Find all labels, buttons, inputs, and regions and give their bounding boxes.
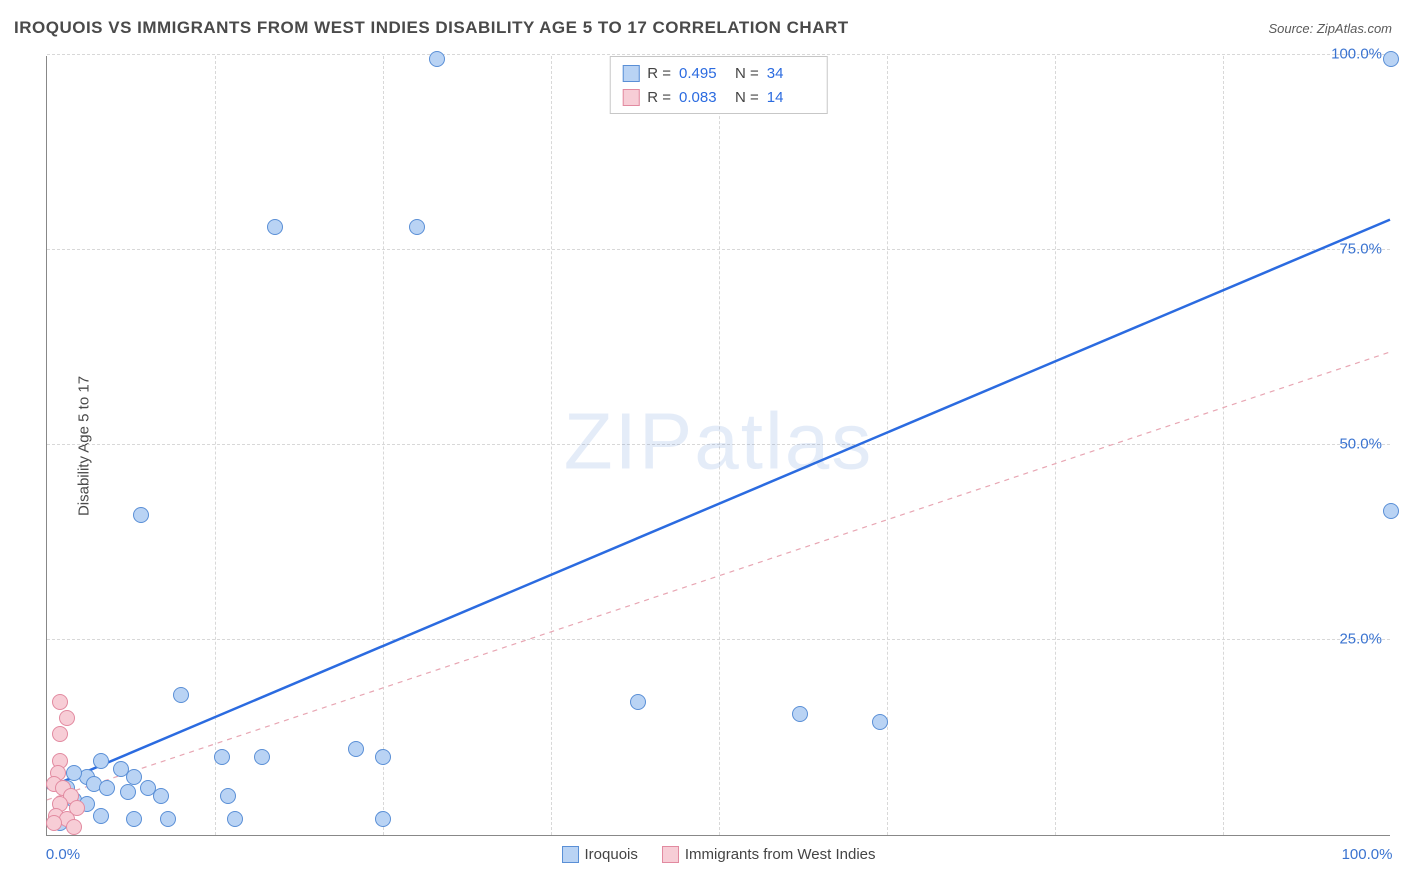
data-point <box>227 811 243 827</box>
n-value: 34 <box>767 65 815 82</box>
data-point <box>1383 503 1399 519</box>
legend-stats: R = 0.495 N = 34 R = 0.083 N = 14 <box>609 56 828 114</box>
legend-swatch-iroquois <box>622 65 639 82</box>
data-point <box>375 811 391 827</box>
trend-line <box>47 220 1390 789</box>
data-point <box>120 784 136 800</box>
data-point <box>46 815 62 831</box>
data-point <box>173 687 189 703</box>
legend-stats-row: R = 0.083 N = 14 <box>622 85 815 109</box>
chart-header: IROQUOIS VS IMMIGRANTS FROM WEST INDIES … <box>14 18 1392 38</box>
r-label: R = <box>647 89 671 106</box>
data-point <box>126 811 142 827</box>
x-tick-label: 100.0% <box>1342 846 1393 863</box>
legend-label: Immigrants from West Indies <box>685 846 876 863</box>
legend-item-westindies: Immigrants from West Indies <box>662 846 876 863</box>
data-point <box>93 808 109 824</box>
legend-series: Iroquois Immigrants from West Indies <box>562 846 876 863</box>
data-point <box>52 694 68 710</box>
data-point <box>792 706 808 722</box>
data-point <box>99 780 115 796</box>
data-point <box>220 788 236 804</box>
legend-stats-row: R = 0.495 N = 34 <box>622 61 815 85</box>
data-point <box>93 753 109 769</box>
data-point <box>126 769 142 785</box>
data-point <box>254 749 270 765</box>
legend-label: Iroquois <box>585 846 638 863</box>
data-point <box>59 710 75 726</box>
plot-area: ZIPatlas R = 0.495 N = 34 R = 0.083 N = … <box>46 56 1390 836</box>
data-point <box>214 749 230 765</box>
r-value: 0.083 <box>679 89 727 106</box>
legend-swatch-westindies <box>622 89 639 106</box>
trend-lines <box>47 56 1390 835</box>
r-label: R = <box>647 65 671 82</box>
legend-swatch <box>562 846 579 863</box>
data-point <box>872 714 888 730</box>
legend-item-iroquois: Iroquois <box>562 846 638 863</box>
data-point <box>66 765 82 781</box>
data-point <box>52 726 68 742</box>
data-point <box>267 219 283 235</box>
data-point <box>1383 51 1399 67</box>
x-tick-label: 0.0% <box>46 846 80 863</box>
data-point <box>66 819 82 835</box>
n-value: 14 <box>767 89 815 106</box>
gridline-h <box>47 54 1390 55</box>
r-value: 0.495 <box>679 65 727 82</box>
data-point <box>630 694 646 710</box>
legend-swatch <box>662 846 679 863</box>
trend-line <box>47 352 1390 800</box>
data-point <box>375 749 391 765</box>
chart-source: Source: ZipAtlas.com <box>1268 21 1392 36</box>
data-point <box>153 788 169 804</box>
data-point <box>409 219 425 235</box>
n-label: N = <box>735 65 759 82</box>
chart-title: IROQUOIS VS IMMIGRANTS FROM WEST INDIES … <box>14 18 849 38</box>
data-point <box>160 811 176 827</box>
data-point <box>429 51 445 67</box>
data-point <box>133 507 149 523</box>
data-point <box>348 741 364 757</box>
n-label: N = <box>735 89 759 106</box>
